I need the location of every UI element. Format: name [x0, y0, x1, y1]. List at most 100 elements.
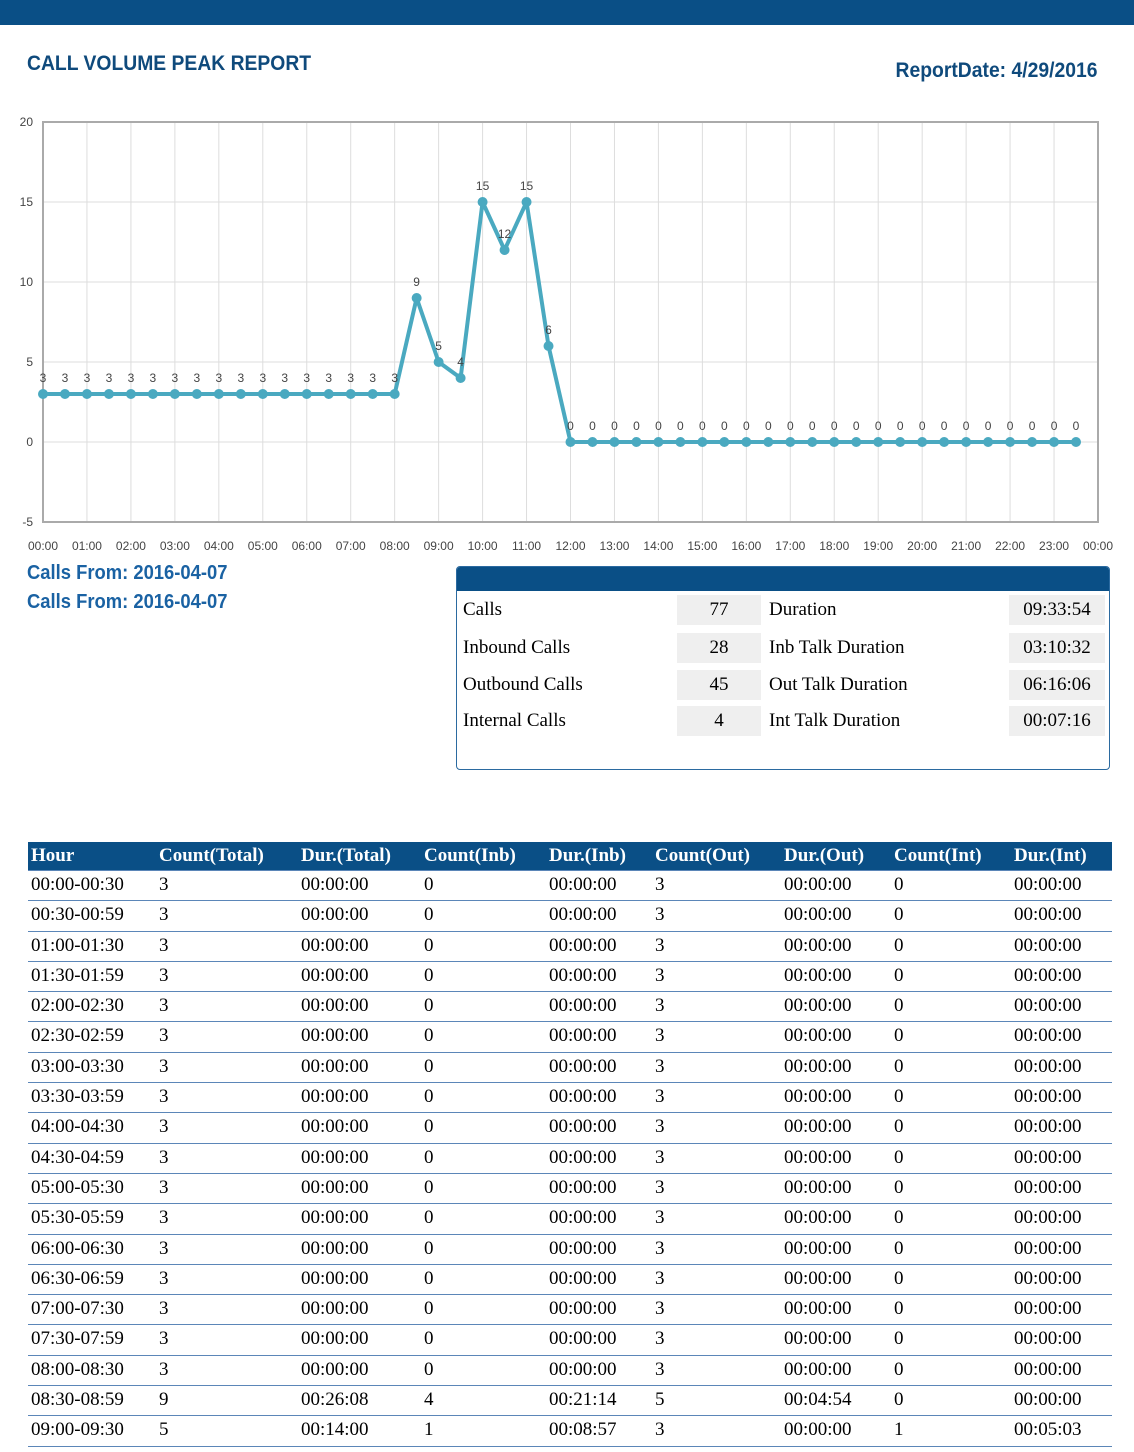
cell: 0	[424, 964, 434, 986]
data-label: 0	[677, 419, 684, 433]
y-tick-label: 15	[20, 195, 34, 209]
cell: 3	[655, 934, 665, 956]
cell: 02:00-02:30	[31, 995, 124, 1017]
point	[983, 437, 994, 447]
cell: 3	[655, 1146, 665, 1168]
cell: 0	[424, 1298, 434, 1320]
cell: 00:00:00	[784, 874, 852, 895]
data-label: 3	[106, 371, 113, 385]
cell: 00:30-00:59	[31, 904, 124, 926]
x-tick-label: 13:00	[599, 539, 629, 553]
point	[38, 389, 48, 399]
cell: 00:00:00	[784, 1146, 852, 1168]
data-label: 0	[853, 419, 860, 433]
data-label: 3	[237, 371, 244, 385]
cell: 00:00:00	[1014, 904, 1082, 926]
cell: 0	[894, 1146, 904, 1168]
x-tick-label: 16:00	[731, 539, 761, 553]
cell: 0	[894, 1358, 904, 1380]
cell: 3	[159, 1055, 169, 1077]
x-tick-label: 17:00	[775, 539, 805, 553]
point	[521, 197, 532, 207]
cell: 00:00:00	[784, 1116, 852, 1138]
point	[785, 437, 796, 447]
data-label: 5	[435, 339, 442, 353]
line	[43, 200, 1077, 444]
header-cell: Count(Total)	[159, 845, 264, 866]
point	[895, 437, 906, 447]
cell: 3	[655, 1267, 665, 1289]
x-tick-label: 00:00	[1083, 539, 1113, 553]
table-row: 03:00-03:30 3 00:00:00 0 00:00:00 3 00:00:00 0 0…	[28, 1053, 1112, 1084]
point	[851, 437, 862, 447]
data-label: 0	[699, 419, 706, 433]
data-label: 0	[655, 419, 662, 433]
x-tick-label: 05:00	[248, 539, 278, 553]
point	[323, 389, 334, 399]
header-cell: Dur.(Int)	[1014, 845, 1087, 866]
table-row: 04:30-04:59 3 00:00:00 0 00:00:00 3 00:00:00 0 0…	[28, 1144, 1112, 1174]
cell: 0	[894, 904, 904, 926]
cell: 00:00:00	[301, 1358, 369, 1380]
point	[829, 437, 840, 447]
point	[741, 437, 752, 447]
point	[609, 437, 620, 447]
data-label: 15	[520, 179, 534, 193]
x-tick-label: 18:00	[819, 539, 849, 553]
cell: 00:00:00	[301, 874, 369, 895]
header-cell: Hour	[31, 845, 75, 866]
cell: 00:00:00	[784, 1267, 852, 1289]
data-label: 0	[941, 419, 948, 433]
cell: 00:00:00	[301, 1086, 369, 1108]
table-row: 08:00-08:30 3 00:00:00 0 00:00:00 3 00:00:00 0 0…	[28, 1356, 1112, 1387]
cell: 00:00:00	[301, 964, 369, 986]
cell: 3	[655, 1055, 665, 1077]
data-label: 0	[1073, 419, 1080, 433]
point	[499, 245, 510, 255]
cell: 0	[424, 874, 434, 895]
data-label: 0	[765, 419, 772, 433]
top-bar	[0, 0, 1134, 25]
plot-border	[42, 121, 1099, 523]
cell: 00:00:00	[784, 995, 852, 1017]
cell: 00:00:00	[1014, 1237, 1082, 1259]
cell: 00:00:00	[784, 1207, 852, 1229]
cell: 00:00:00	[1014, 1176, 1082, 1198]
summary-panel: Calls 77 Duration 09:33:54 Inbound Calls 28 In…	[456, 566, 1110, 770]
cell: 00:00:00	[301, 1237, 369, 1259]
cell: 06:00-06:30	[31, 1237, 124, 1259]
table-row: 05:00-05:30 3 00:00:00 0 00:00:00 3 00:00:00 0 0…	[28, 1174, 1112, 1205]
y-tick-label: 0	[26, 435, 33, 449]
table-row: 07:00-07:30 3 00:00:00 0 00:00:00 3 00:00:00 0 0…	[28, 1295, 1112, 1326]
cell: 3	[159, 1237, 169, 1259]
table-row: 04:00-04:30 3 00:00:00 0 00:00:00 3 00:00:00 0 0…	[28, 1113, 1112, 1144]
cell: 00:00:00	[549, 934, 617, 956]
cell: 3	[159, 874, 169, 895]
point	[961, 437, 972, 447]
data-label: 0	[589, 419, 596, 433]
cell: 00:00:00	[1014, 1055, 1082, 1077]
x-tick-label: 22:00	[995, 539, 1025, 553]
cell: 0	[894, 1055, 904, 1077]
data-label: 15	[476, 179, 490, 193]
header-cell: Dur.(Total)	[301, 845, 391, 866]
data-label: 0	[897, 419, 904, 433]
cell: 00:21:14	[549, 1389, 617, 1411]
table-row: 01:30-01:59 3 00:00:00 0 00:00:00 3 00:00:00 0 0…	[28, 962, 1112, 993]
cell: 0	[894, 1176, 904, 1198]
cell: 0	[894, 934, 904, 956]
x-tick-label: 01:00	[72, 539, 102, 553]
cell: 00:00:00	[301, 1328, 369, 1350]
data-label: 12	[498, 227, 512, 241]
cell: 0	[424, 1146, 434, 1168]
data-label: 0	[787, 419, 794, 433]
cell: 00:00:00	[784, 1237, 852, 1259]
cell: 0	[894, 1086, 904, 1108]
cell: 0	[424, 995, 434, 1017]
cell: 00:00:00	[1014, 1267, 1082, 1289]
cell: 00:00:00	[301, 1298, 369, 1320]
cell: 00:00-00:30	[31, 874, 124, 895]
point	[235, 389, 246, 399]
cell: 00:00:00	[784, 1055, 852, 1077]
